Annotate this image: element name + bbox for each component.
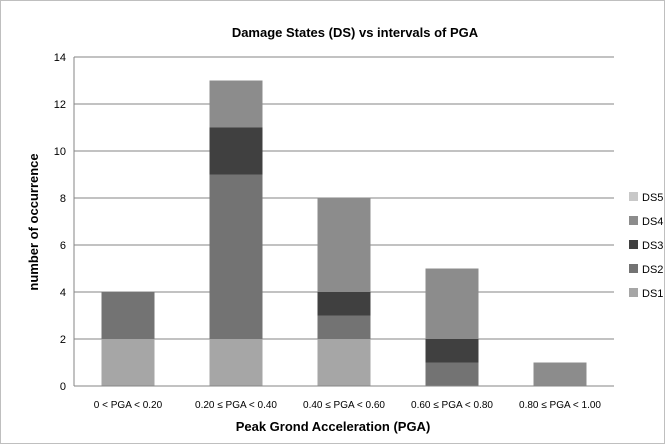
x-tick-label: 0.60 ≤ PGA < 0.80 xyxy=(411,400,493,411)
gridlines xyxy=(74,56,614,340)
bar-ds4-2 xyxy=(209,80,263,128)
bar-ds1-1 xyxy=(101,339,155,386)
axes xyxy=(73,57,614,387)
y-tick-label: 14 xyxy=(54,52,66,64)
legend-label-ds3: DS3 xyxy=(642,240,663,252)
y-axis-title: number of occurrence xyxy=(26,153,41,290)
chart-title: Damage States (DS) vs intervals of PGA xyxy=(232,25,479,40)
y-tick-label: 10 xyxy=(54,146,66,158)
bars xyxy=(101,80,587,386)
legend-swatch-ds3 xyxy=(629,240,638,249)
bar-ds4-4 xyxy=(425,268,479,339)
legend-swatch-ds5 xyxy=(629,192,638,201)
bar-ds2-4 xyxy=(425,362,479,386)
bar-ds2-2 xyxy=(209,174,263,339)
y-tick-label: 0 xyxy=(60,381,66,393)
legend-swatch-ds4 xyxy=(629,216,638,225)
y-tick-label: 6 xyxy=(60,240,66,252)
y-tick-label: 2 xyxy=(60,334,66,346)
legend-label-ds1: DS1 xyxy=(642,288,663,300)
x-tick-labels: 0 < PGA < 0.20 0.20 ≤ PGA < 0.40 0.40 ≤ PG… xyxy=(94,400,602,411)
x-tick-label: 0 < PGA < 0.20 xyxy=(94,400,163,411)
x-axis-title: Peak Grond Acceleration (PGA) xyxy=(236,419,431,434)
bar-ds2-3 xyxy=(317,315,371,339)
legend-label-ds2: DS2 xyxy=(642,264,663,276)
legend-label-ds5: DS5 xyxy=(642,192,663,204)
y-tick-label: 8 xyxy=(60,193,66,205)
bar-ds1-2 xyxy=(209,339,263,386)
legend-swatch-ds2 xyxy=(629,264,638,273)
x-tick-label: 0.80 ≤ PGA < 1.00 xyxy=(519,400,601,411)
bar-ds4-5 xyxy=(533,362,587,386)
y-tick-labels: 0 2 4 6 8 10 12 14 xyxy=(54,52,66,393)
legend-label-ds4: DS4 xyxy=(642,216,663,228)
bar-ds3-3 xyxy=(317,292,371,316)
x-tick-label: 0.40 ≤ PGA < 0.60 xyxy=(303,400,385,411)
bar-ds3-4 xyxy=(425,339,479,363)
y-tick-label: 4 xyxy=(60,287,66,299)
legend-swatch-ds1 xyxy=(629,288,638,297)
y-tick-label: 12 xyxy=(54,99,66,111)
legend: DS5 DS4 DS3 DS2 DS1 xyxy=(629,192,663,300)
x-tick-label: 0.20 ≤ PGA < 0.40 xyxy=(195,400,277,411)
bar-ds3-2 xyxy=(209,127,263,175)
bar-ds4-3 xyxy=(317,198,371,292)
bar-ds1-3 xyxy=(317,339,371,386)
bar-ds2-1 xyxy=(101,292,155,339)
